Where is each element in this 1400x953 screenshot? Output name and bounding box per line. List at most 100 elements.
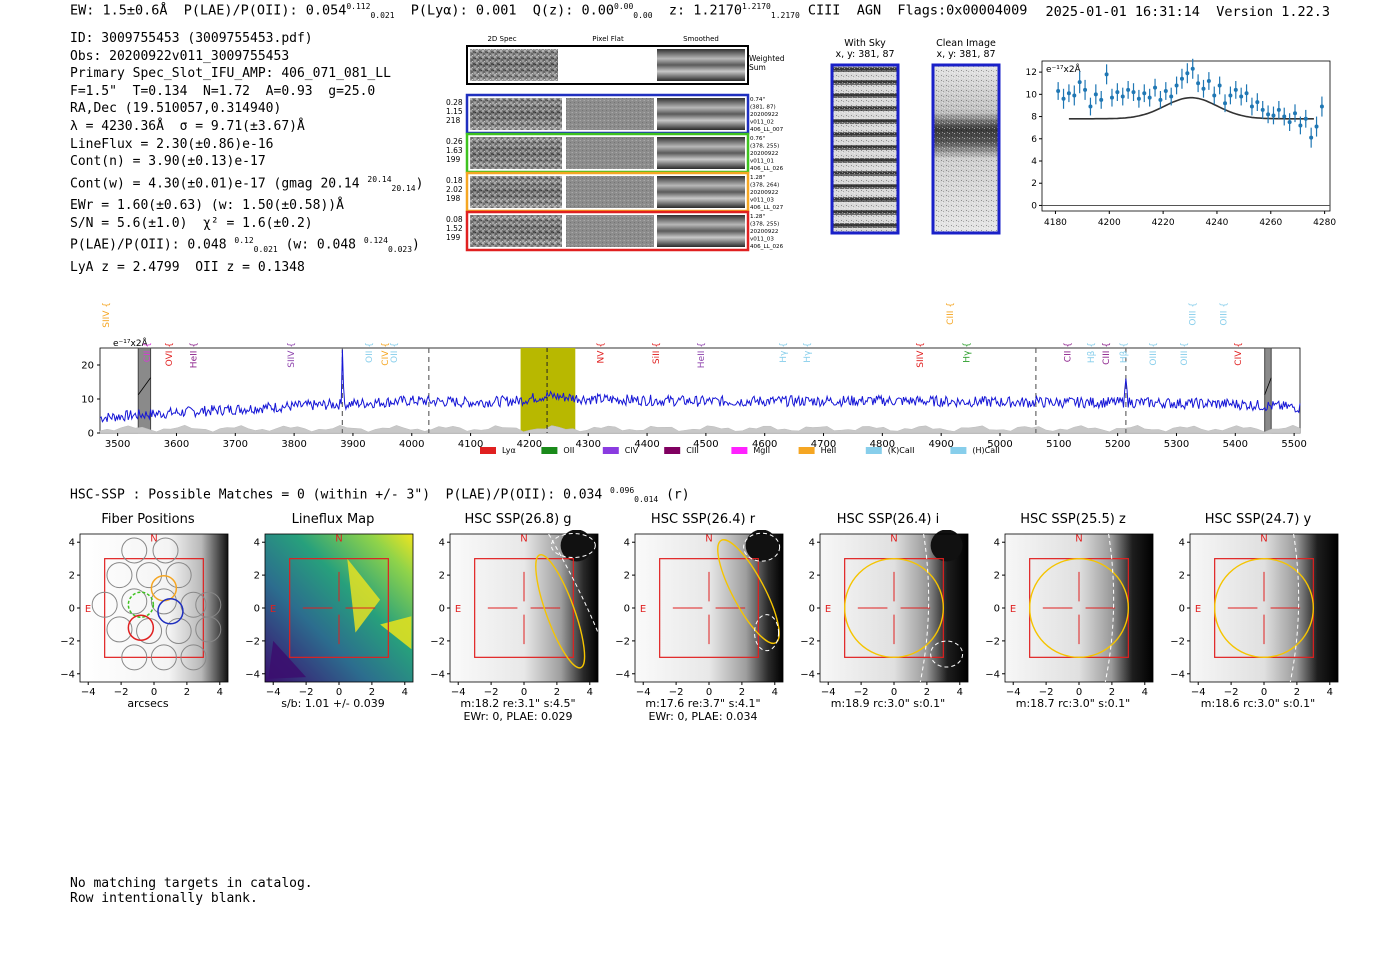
hsc-panel-title: HSC SSP(24.7) y: [1204, 512, 1312, 527]
spectral-line-label: SiII {: [652, 342, 662, 364]
zoom-data-point: [1115, 90, 1120, 95]
ratio-upper: 0.112: [346, 2, 371, 11]
hsc-xtick-label: 4: [402, 687, 408, 698]
lineflux-bright-region: [347, 558, 381, 633]
hsc-xtick-label: −2: [854, 687, 869, 698]
spectrum-xtick-label: 5000: [987, 439, 1012, 450]
z-lower: 1.2170: [770, 11, 800, 21]
hsc-ytick-label: −4: [985, 669, 1000, 680]
info-contn: Cont(n) = 3.90(±0.13)e-17: [70, 154, 266, 170]
legend-swatch: [664, 447, 681, 454]
cutout-info-line: 406_LL_026: [750, 166, 784, 172]
spectrum-axes-frame: [99, 347, 1301, 434]
north-label: N: [890, 533, 897, 544]
hsc-panel-title: HSC SSP(26.8) g: [464, 512, 572, 527]
weighted-smoothed: [657, 49, 745, 81]
footnote-line-1: No matching targets in catalog.: [70, 876, 313, 891]
legend-label: CIII: [686, 446, 699, 455]
spectrum-noise-floor: [99, 424, 1301, 434]
east-label: E: [1195, 604, 1201, 615]
hsc-panel-title: Fiber Positions: [101, 512, 195, 527]
zoom-data-point: [1276, 107, 1281, 112]
cutout-info-line: (378, 255): [750, 144, 779, 150]
zoom-data-point: [1056, 89, 1061, 93]
with-sky-noise: [832, 65, 898, 233]
zoom-xtick-label: 4180: [1044, 218, 1067, 228]
info-sn: S/N = 5.6(±1.0) χ² = 1.6(±0.2): [70, 215, 313, 231]
fiber-circle: [180, 644, 207, 671]
flags-value: CIII AGN Flags:0x00004009: [807, 2, 1028, 19]
spectral-line-label: CII {: [1064, 342, 1074, 362]
zoom-data-point: [1287, 120, 1292, 125]
full-spectrum-chart: 0 10 20 3500 3600 3700 3800 3900 4000 4100 4200 430…: [81, 302, 1307, 455]
fiber-circle: [106, 562, 133, 589]
sky-images: [830, 63, 1001, 235]
fiber-circle: [165, 562, 192, 589]
zoom-data-point: [1174, 83, 1179, 88]
aperture-box: [104, 558, 204, 658]
hsc-ytick-label: 0: [69, 604, 75, 615]
spectrum-xtick-label: 3800: [281, 439, 306, 450]
hsc-xtick-label: 4: [1327, 687, 1333, 698]
neighbor-source: [560, 530, 593, 562]
hsc-xtick-label: −4: [1006, 687, 1021, 698]
fiber-circle: [136, 562, 163, 589]
zoom-data-point: [1196, 81, 1201, 86]
zoom-data-point: [1303, 116, 1308, 121]
hsc-image-background: [1005, 534, 1153, 682]
spectral-line-label: CIV {: [1234, 342, 1244, 366]
zoom-xtick-label: 4220: [1152, 218, 1175, 228]
with-sky-frame: [830, 63, 900, 235]
legend-label: OII: [563, 446, 574, 455]
hsc-panel-caption: m:18.9 rc:3.0" s:0.1": [830, 697, 946, 710]
cutout-value: 2.02: [446, 185, 463, 194]
hsc-ytick-label: 2: [809, 571, 815, 582]
zoom-data-point: [1239, 94, 1244, 99]
neighbor-ellipse: [1289, 533, 1300, 683]
cutout-2dspec-band: [470, 176, 562, 208]
hsc-ytick-label: −2: [1170, 636, 1185, 647]
spectrum-xtick-label: 4300: [576, 439, 601, 450]
zoom-data-point: [1153, 85, 1158, 90]
hsc-xtick-label: 2: [554, 687, 560, 698]
clean-image-panel: Clean Image x, y: 381, 87: [922, 38, 1010, 60]
cutout-info-line: v011_02: [750, 120, 774, 126]
hsc-ytick-label: −4: [430, 669, 445, 680]
cutout-count: 218: [446, 116, 461, 125]
hsc-ytick-label: 4: [439, 538, 445, 549]
info-obs: Obs: 20200922v011_3009755453: [70, 48, 290, 64]
cutout-weight: 0.26: [446, 137, 463, 146]
spectral-line-label: OIII {: [1188, 302, 1198, 326]
version: Version 1.22.3: [1216, 4, 1330, 20]
fiber-circle: [165, 618, 192, 645]
hsc-ytick-label: 0: [439, 604, 445, 615]
hsc-ytick-label: 0: [809, 604, 815, 615]
spectrum-xtick-label: 5300: [1164, 439, 1189, 450]
gmag-upper: 20.14: [367, 174, 392, 184]
spectral-line-label: OII {: [390, 342, 400, 363]
source-aperture: [843, 557, 945, 659]
with-sky-panel: With Sky x, y: 381, 87: [822, 38, 908, 60]
hsc-xtick-label: −2: [484, 687, 499, 698]
col-smoothed-label: Smoothed: [683, 35, 719, 43]
hsc-panel-caption: s/b: 1.01 +/- 0.039: [281, 697, 385, 710]
plya-value: P(Lyα): 0.001: [410, 2, 517, 19]
hsc-ytick-label: −4: [60, 669, 75, 680]
neighbor-ellipse: [930, 640, 964, 668]
cutout-count: 199: [446, 155, 461, 164]
hsc-xtick-label: −2: [114, 687, 129, 698]
aperture-box: [289, 558, 389, 658]
hsc-ratio-band: (r): [666, 487, 690, 503]
fiber-highlight: [127, 614, 155, 641]
spectral-line-label: HeII {: [697, 342, 707, 368]
hsc-ytick-label: 4: [1179, 538, 1185, 549]
spectrum-ylabel: e⁻¹⁷x2Å: [113, 337, 149, 349]
cutout-smoothed: [657, 137, 745, 169]
hsc-ytick-label: 4: [69, 538, 75, 549]
hsc-ytick-label: 2: [439, 571, 445, 582]
cutout-pixelflat: [566, 176, 654, 208]
spectral-line-label: NV {: [597, 342, 607, 363]
zoom-ytick-label: 4: [1031, 157, 1037, 167]
qz-upper: 0.00: [614, 2, 634, 11]
spectral-line-label: SIIV {: [102, 302, 112, 328]
